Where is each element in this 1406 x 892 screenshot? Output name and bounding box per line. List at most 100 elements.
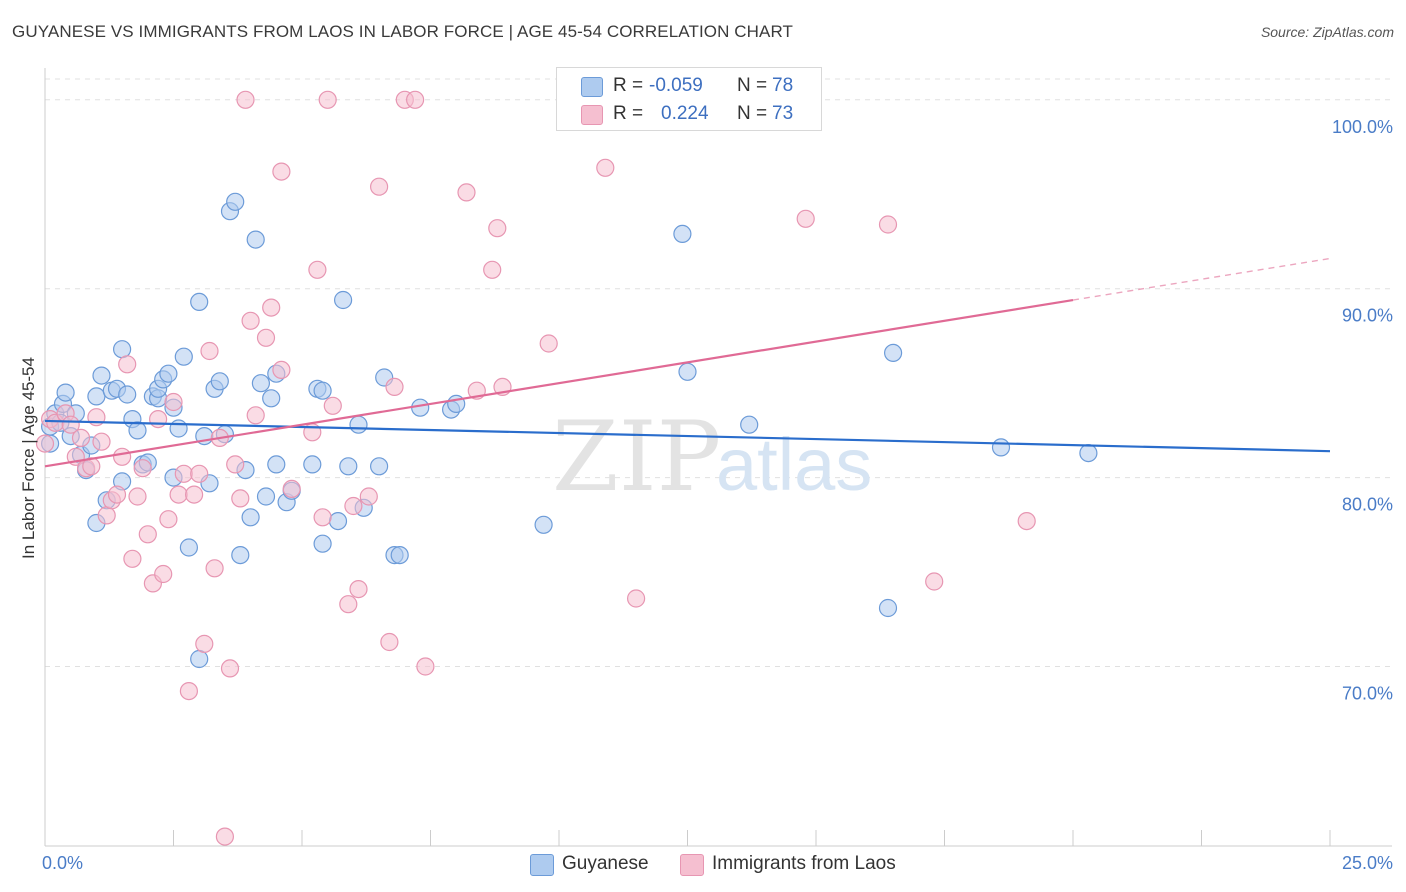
point-guyanese — [256, 487, 276, 506]
y-tick-label: 70.0% — [1342, 684, 1393, 704]
point-guyanese — [190, 292, 209, 311]
point-laos — [107, 485, 127, 504]
point-guyanese — [169, 419, 188, 438]
point-laos — [112, 447, 132, 466]
point-laos — [457, 183, 476, 202]
chart-title: GUYANESE VS IMMIGRANTS FROM LAOS IN LABO… — [12, 22, 794, 41]
point-guyanese — [740, 415, 759, 434]
point-laos — [164, 392, 183, 412]
point-laos — [406, 90, 425, 109]
point-guyanese — [241, 508, 260, 527]
stats-n-label: N = — [737, 103, 768, 124]
trend-line-guyanese — [44, 419, 1331, 453]
point-guyanese — [878, 598, 898, 618]
point-laos — [416, 657, 435, 676]
watermark-atlas: atlas — [716, 423, 872, 506]
point-guyanese — [673, 224, 692, 243]
chart-legend: Guyanese Immigrants from Laos — [0, 851, 1406, 879]
point-laos — [596, 158, 615, 177]
point-guyanese — [159, 364, 178, 383]
point-guyanese — [179, 538, 198, 557]
stats-row-laos: R = 0.224 N = 73 — [557, 99, 821, 129]
point-laos — [226, 455, 245, 474]
point-guyanese — [991, 438, 1011, 457]
point-laos — [154, 564, 173, 584]
point-laos — [488, 219, 507, 238]
point-guyanese — [251, 374, 270, 393]
axes — [44, 68, 1392, 847]
point-guyanese — [303, 455, 322, 474]
point-guyanese — [534, 515, 553, 534]
point-guyanese — [231, 545, 250, 565]
point-laos — [149, 410, 168, 429]
point-laos — [370, 177, 389, 196]
point-laos — [483, 260, 502, 279]
stats-r-label: R = — [613, 75, 644, 96]
point-guyanese — [883, 343, 903, 362]
stats-swatch-guyanese — [581, 77, 603, 97]
point-guyanese — [1079, 444, 1098, 463]
point-laos — [626, 589, 646, 608]
point-laos — [344, 496, 363, 516]
stats-box: R = -0.059 N = 78 R = 0.224 N = 73 — [556, 67, 822, 131]
stats-row-guyanese: R = -0.059 N = 78 — [557, 71, 821, 101]
stats-n-label: N = — [737, 75, 768, 96]
point-laos — [339, 595, 358, 614]
trend-line-laos — [44, 298, 1074, 468]
point-guyanese — [56, 383, 75, 402]
point-guyanese — [190, 649, 209, 669]
point-guyanese — [328, 511, 348, 531]
point-laos — [796, 209, 815, 228]
point-laos — [925, 572, 944, 591]
point-guyanese — [92, 366, 111, 385]
point-guyanese — [87, 387, 106, 406]
legend-label-guyanese: Guyanese — [562, 853, 649, 874]
stats-r-value: -0.059 — [649, 75, 703, 96]
y-axis-title: In Labor Force | Age 45-54 — [19, 357, 38, 559]
legend-swatch-guyanese — [530, 854, 554, 876]
point-laos — [200, 341, 219, 361]
point-laos — [35, 434, 55, 453]
point-guyanese — [267, 455, 286, 474]
point-laos — [92, 432, 111, 451]
point-laos — [313, 508, 332, 527]
point-laos — [220, 659, 240, 678]
point-guyanese — [313, 381, 332, 400]
point-laos — [169, 485, 188, 504]
point-laos — [380, 632, 399, 652]
point-laos — [539, 334, 558, 353]
point-laos — [118, 355, 137, 374]
point-laos — [318, 90, 337, 109]
chart-source: Source: ZipAtlas.com — [1260, 24, 1394, 40]
point-guyanese — [349, 415, 368, 434]
trend-line-laos-extension — [1072, 257, 1331, 301]
point-guyanese — [339, 457, 358, 476]
point-guyanese — [128, 421, 147, 440]
point-laos — [236, 90, 255, 109]
stats-r-value: 0.224 — [661, 103, 709, 124]
point-guyanese — [313, 534, 332, 553]
x-tick-label: 25.0% — [1342, 853, 1393, 873]
point-laos — [262, 298, 281, 317]
point-laos — [195, 634, 214, 654]
axis-labels: In Labor Force | Age 45-54 70.0% 80.0% 90.… — [19, 117, 1393, 873]
point-laos — [308, 260, 327, 279]
point-guyanese — [390, 545, 409, 565]
trend-lines — [44, 257, 1331, 468]
point-laos — [159, 510, 178, 529]
point-laos — [385, 377, 404, 396]
point-guyanese — [370, 457, 389, 476]
stats-n-value: 78 — [772, 75, 794, 96]
point-laos — [179, 681, 198, 701]
point-laos — [133, 459, 152, 478]
point-guyanese — [411, 398, 430, 417]
watermark-zip: ZIP — [552, 401, 721, 513]
point-laos — [215, 827, 234, 846]
legend-swatch-laos — [680, 854, 704, 876]
point-laos — [246, 406, 265, 425]
point-laos — [272, 360, 291, 379]
legend-label-laos: Immigrants from Laos — [712, 853, 896, 874]
point-guyanese — [210, 372, 229, 391]
point-guyanese — [678, 362, 697, 381]
